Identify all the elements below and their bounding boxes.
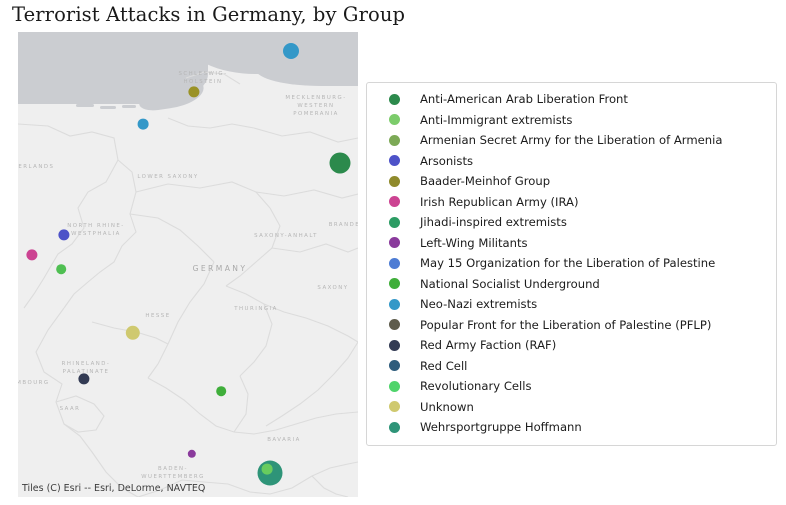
- legend-item-label: Popular Front for the Liberation of Pale…: [420, 317, 712, 332]
- legend-item-label: Jihadi-inspired extremists: [420, 215, 567, 230]
- map-marker-left-wing-militants[interactable]: [187, 449, 197, 459]
- map-marker-neo-nazi-extremists[interactable]: [137, 118, 149, 130]
- legend-swatch-icon: [389, 401, 400, 413]
- map-marker-neo-nazi-extremists[interactable]: [283, 43, 299, 59]
- legend-swatch-icon: [389, 278, 400, 290]
- legend-item-left-wing-militants[interactable]: Left-Wing Militants: [375, 233, 768, 254]
- legend-item-label: Wehrsportgruppe Hoffmann: [420, 420, 582, 435]
- legend-swatch-icon: [389, 196, 400, 208]
- legend-item-label: May 15 Organization for the Liberation o…: [420, 256, 716, 271]
- legend-item-wehrsportgruppe-hoffmann[interactable]: Wehrsportgruppe Hoffmann: [375, 417, 768, 438]
- legend-item-anti-american-arab-liberation-front[interactable]: Anti-American Arab Liberation Front: [375, 89, 768, 110]
- legend-item-anti-immigrant-extremists[interactable]: Anti-Immigrant extremists: [375, 110, 768, 131]
- legend-item-revolutionary-cells[interactable]: Revolutionary Cells: [375, 376, 768, 397]
- legend-item-label: Neo-Nazi extremists: [420, 297, 538, 312]
- map-marker-unknown[interactable]: [125, 325, 141, 341]
- frisian-islet: [100, 106, 116, 109]
- map-marker-anti-american-arab-liberation-front[interactable]: [329, 152, 351, 174]
- legend-swatch-icon: [389, 339, 400, 351]
- legend-item-jihadi-inspired-extremists[interactable]: Jihadi-inspired extremists: [375, 212, 768, 233]
- legend-panel: Anti-American Arab Liberation Front Anti…: [366, 82, 777, 446]
- legend-swatch-icon: [389, 175, 400, 187]
- legend-item-may-15-organization[interactable]: May 15 Organization for the Liberation o…: [375, 253, 768, 274]
- legend-item-label: National Socialist Underground: [420, 276, 600, 291]
- legend-item-label: Left-Wing Militants: [420, 235, 528, 250]
- legend-swatch-icon: [389, 298, 400, 310]
- legend-item-arsonists[interactable]: Arsonists: [375, 151, 768, 172]
- legend-item-label: Red Army Faction (RAF): [420, 338, 557, 353]
- legend-item-neo-nazi-extremists[interactable]: Neo-Nazi extremists: [375, 294, 768, 315]
- map-attribution: Tiles (C) Esri -- Esri, DeLorme, NAVTEQ: [22, 483, 206, 494]
- legend-item-label: Arsonists: [420, 153, 474, 168]
- legend-item-red-army-faction[interactable]: Red Army Faction (RAF): [375, 335, 768, 356]
- legend-item-label: Unknown: [420, 399, 474, 414]
- map-panel[interactable]: SCHLESWIG- HOLSTEIN MECKLENBURG- WESTERN…: [18, 32, 358, 497]
- legend-item-label: Revolutionary Cells: [420, 379, 532, 394]
- legend-swatch-icon: [389, 421, 400, 433]
- legend-item-popular-front-for-the-liberation-of-palestine[interactable]: Popular Front for the Liberation of Pale…: [375, 315, 768, 336]
- map-marker-irish-republican-army[interactable]: [26, 249, 38, 261]
- map-marker-revolutionary-cells[interactable]: [261, 463, 273, 475]
- legend-swatch-icon: [389, 155, 400, 167]
- legend-item-label: Red Cell: [420, 358, 468, 373]
- map-marker-arsonists[interactable]: [58, 229, 70, 241]
- legend-item-armenian-secret-army[interactable]: Armenian Secret Army for the Liberation …: [375, 130, 768, 151]
- legend-swatch-icon: [389, 93, 400, 105]
- legend-swatch-icon: [389, 319, 400, 331]
- legend-swatch-icon: [389, 380, 400, 392]
- legend-swatch-icon: [389, 360, 400, 372]
- legend-swatch-icon: [389, 134, 400, 146]
- legend-swatch-icon: [389, 257, 400, 269]
- frisian-islet: [48, 100, 70, 103]
- legend-item-unknown[interactable]: Unknown: [375, 397, 768, 418]
- legend-item-label: Irish Republican Army (IRA): [420, 194, 579, 209]
- map-marker-baader-meinhof-group[interactable]: [188, 86, 200, 98]
- legend-swatch-icon: [389, 216, 400, 228]
- map-marker-red-army-faction[interactable]: [78, 373, 90, 385]
- legend-item-baader-meinhof-group[interactable]: Baader-Meinhof Group: [375, 171, 768, 192]
- legend-swatch-icon: [389, 237, 400, 249]
- legend-item-label: Baader-Meinhof Group: [420, 174, 551, 189]
- page-title: Terrorist Attacks in Germany, by Group: [12, 3, 406, 26]
- legend-item-label: Anti-American Arab Liberation Front: [420, 92, 628, 107]
- legend-swatch-icon: [389, 114, 400, 126]
- legend-item-national-socialist-underground[interactable]: National Socialist Underground: [375, 274, 768, 295]
- legend-item-red-cell[interactable]: Red Cell: [375, 356, 768, 377]
- legend-item-irish-republican-army[interactable]: Irish Republican Army (IRA): [375, 192, 768, 213]
- legend-item-label: Armenian Secret Army for the Liberation …: [420, 133, 723, 148]
- frisian-islet: [76, 104, 94, 107]
- map-marker-national-socialist-underground[interactable]: [216, 386, 226, 396]
- legend-item-label: Anti-Immigrant extremists: [420, 112, 573, 127]
- frisian-islet: [122, 105, 136, 108]
- map-marker-revolutionary-cells[interactable]: [56, 264, 66, 274]
